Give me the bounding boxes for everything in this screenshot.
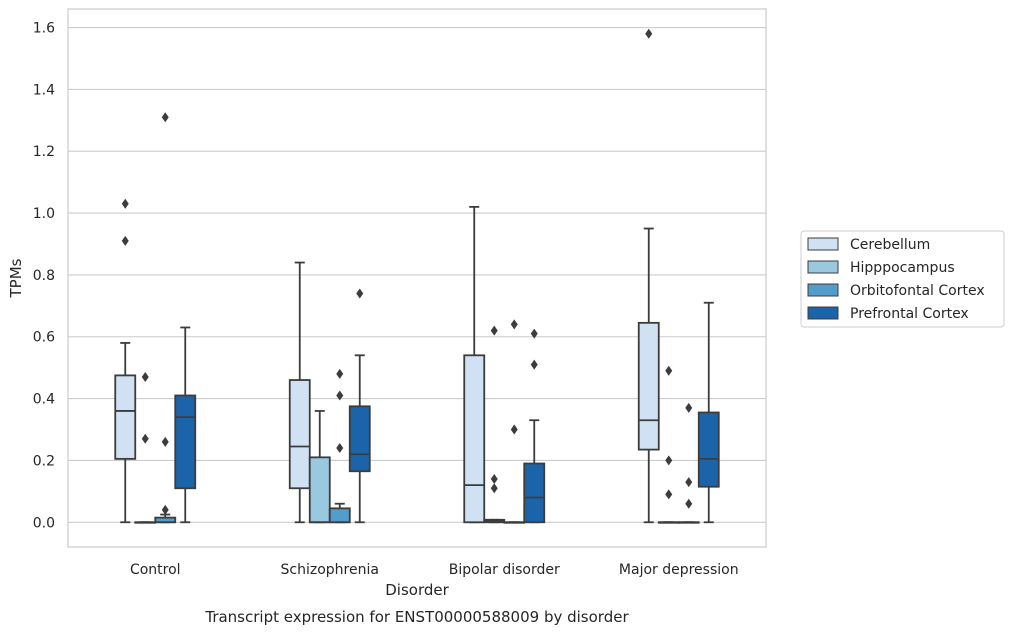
box-body [348, 405, 371, 473]
box-hipppocampus-bipolar-disorder [483, 325, 506, 524]
outlier-point [510, 319, 518, 330]
box-hipppocampus-control [134, 371, 157, 524]
box-prefrontal-cortex-major-depression [697, 301, 720, 524]
legend: Cerebellum Hipppocampus Orbitofontal Cor… [800, 230, 1005, 328]
outlier-point [121, 198, 129, 209]
y-axis-ticks: 0.0 0.2 0.4 0.6 0.8 1.0 1.2 1.4 1.6 [33, 21, 55, 532]
box-body [174, 394, 197, 490]
box-prefrontal-cortex-schizophrenia [348, 288, 371, 524]
x-axis-ticks: Control Schizophrenia Bipolar disorder Majo… [130, 562, 739, 578]
x-tick-label: Control [130, 562, 181, 578]
legend-frame [800, 230, 1005, 328]
outlier-point [685, 498, 693, 509]
outlier-point [121, 235, 129, 246]
outlier-point [141, 371, 149, 382]
outlier-point [490, 473, 498, 484]
x-tick-label: Bipolar disorder [449, 562, 560, 578]
box-hipppocampus-schizophrenia [308, 410, 331, 524]
x-tick-label: Schizophrenia [281, 562, 379, 578]
outlier-point [530, 328, 538, 339]
box-body [308, 456, 331, 524]
grid-lines [68, 27, 766, 523]
box-body [637, 321, 660, 451]
outlier-point [161, 504, 169, 515]
y-axis-label: TPMs [7, 258, 25, 298]
plot-area [114, 28, 720, 524]
outlier-point [336, 368, 344, 379]
y-tick-label: 0.6 [33, 330, 55, 346]
outlier-point [356, 288, 364, 299]
outlier-point [336, 390, 344, 401]
legend-swatch-prefrontal-cortex [807, 306, 839, 320]
box-cerebellum-schizophrenia [288, 261, 311, 524]
outlier-point [645, 28, 653, 39]
box-orbitofontal-cortex-bipolar-disorder [503, 319, 526, 524]
y-tick-label: 1.0 [33, 206, 55, 222]
outlier-point [665, 489, 673, 500]
box-body [463, 354, 486, 524]
x-tick-label: Major depression [619, 562, 739, 578]
box-body [697, 411, 720, 488]
y-tick-label: 0.4 [33, 392, 55, 408]
y-tick-label: 0.2 [33, 453, 55, 469]
legend-swatch-cerebellum [807, 237, 839, 251]
outlier-point [161, 436, 169, 447]
box-orbitofontal-cortex-control [154, 112, 177, 524]
legend-label-orbitofontal-cortex: Orbitofontal Cortex [850, 283, 985, 299]
outlier-point [336, 443, 344, 454]
box-hipppocampus-major-depression [657, 365, 680, 524]
legend-swatch-orbitofontal-cortex [807, 283, 839, 297]
y-tick-label: 1.2 [33, 144, 55, 160]
outlier-point [510, 424, 518, 435]
box-orbitofontal-cortex-major-depression [677, 402, 700, 524]
x-axis-label: Disorder [385, 581, 449, 599]
legend-label-prefrontal-cortex: Prefrontal Cortex [850, 306, 969, 322]
box-body [328, 507, 351, 524]
box-body [523, 462, 546, 524]
box-body [288, 379, 311, 490]
outlier-point [665, 455, 673, 466]
outlier-point [161, 112, 169, 123]
box-body [114, 374, 137, 460]
legend-label-cerebellum: Cerebellum [850, 237, 930, 253]
legend-swatch-hipppocampus [807, 260, 839, 274]
outlier-point [665, 365, 673, 376]
legend-label-hipppocampus: Hipppocampus [850, 260, 955, 276]
outlier-point [685, 402, 693, 413]
y-tick-label: 0.0 [33, 515, 55, 531]
box-cerebellum-bipolar-disorder [463, 205, 486, 524]
box-cerebellum-major-depression [637, 28, 660, 524]
outlier-point [530, 359, 538, 370]
chart-title: Transcript expression for ENST0000058800… [204, 608, 629, 626]
box-prefrontal-cortex-control [174, 326, 197, 524]
box-cerebellum-control [114, 198, 137, 524]
outlier-point [685, 477, 693, 488]
y-tick-label: 1.6 [33, 21, 55, 37]
outlier-point [490, 325, 498, 336]
outlier-point [490, 483, 498, 494]
box-prefrontal-cortex-bipolar-disorder [523, 328, 546, 524]
outlier-point [141, 433, 149, 444]
plot-frame [67, 8, 767, 548]
box-orbitofontal-cortex-schizophrenia [328, 368, 351, 524]
y-tick-label: 0.8 [33, 268, 55, 284]
y-tick-label: 1.4 [33, 82, 55, 98]
